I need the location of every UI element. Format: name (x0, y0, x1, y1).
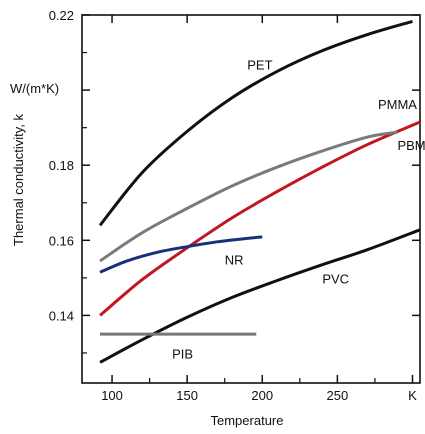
series-label-pib: PIB (172, 347, 193, 362)
series-label-pbma: PBMA (397, 138, 425, 153)
axes: 100 150 200 250 K 0.14 0.16 0.18 0.22 (49, 8, 421, 403)
y-tick-label: 0.18 (49, 158, 74, 173)
y-tick-label: 0.22 (49, 8, 74, 23)
y-tick-label: 0.16 (49, 233, 74, 248)
series-line-pmma (99, 120, 421, 317)
x-unit-label: K (408, 388, 417, 403)
series-label-pvc: PVC (322, 271, 349, 286)
series-label-nr: NR (225, 253, 244, 268)
series-labels: PET PMMA PBMA NR PVC PIB (172, 57, 425, 361)
series-line-pbma (99, 130, 398, 263)
y-axis-title: Thermal conductivity, k (11, 114, 26, 246)
plot-frame (81, 14, 421, 384)
series-line-pvc (99, 228, 421, 364)
x-tick-label: 250 (327, 388, 349, 403)
x-tick-label: 100 (101, 388, 123, 403)
series-line-nr (99, 235, 263, 274)
y-axis-unit: W/(m*K) (10, 81, 59, 96)
x-tick-label: 150 (176, 388, 198, 403)
series-label-pmma: PMMA (378, 97, 417, 112)
x-axis-title: Temperature (211, 413, 284, 428)
x-tick-label: 200 (251, 388, 273, 403)
series-line-pet (98, 19, 413, 227)
y-tick-label: 0.14 (49, 308, 74, 323)
series-lines (98, 19, 421, 364)
series-label-pet: PET (247, 57, 272, 72)
